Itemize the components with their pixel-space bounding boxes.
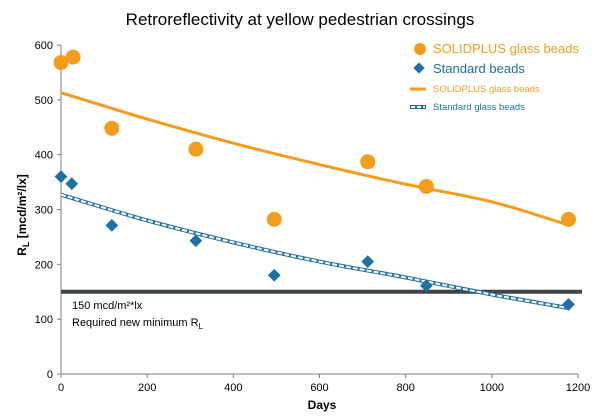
reference-line-label-2: Required new minimum RL: [72, 317, 204, 331]
x-axis-title: Days: [308, 398, 337, 412]
legend-label-solidplus-trend: SOLIDPLUS glass beads: [433, 84, 540, 95]
x-tick-label: 800: [396, 382, 414, 394]
reference-line-label-2-subscript: L: [199, 322, 204, 331]
solidplus-point: [104, 120, 120, 136]
legend: SOLIDPLUS glass beads Standard beads SOL…: [410, 41, 579, 113]
y-axis-title-subscript: L: [21, 241, 31, 247]
x-tick-label: 0: [58, 382, 64, 394]
x-tick-label: 200: [138, 382, 156, 394]
standard-point: [189, 234, 203, 248]
trendlines: [60, 91, 570, 311]
y-axis-title-main: R: [15, 247, 29, 256]
y-tick-label: 0: [47, 369, 53, 381]
legend-label-standard-trend: Standard glass beads: [433, 102, 525, 113]
y-tick-label: 200: [35, 259, 53, 271]
standard-point: [419, 279, 433, 293]
trendline-solidplus: [60, 91, 570, 227]
solidplus-point: [188, 141, 204, 157]
standard-point: [361, 255, 375, 268]
legend-label-solidplus: SOLIDPLUS glass beads: [433, 41, 579, 56]
solidplus-point: [53, 55, 69, 71]
x-tick-label: 1200: [566, 382, 590, 394]
trendline-standard-inner: [60, 193, 570, 310]
reference-line-label-1: 150 mcd/m²*lx: [72, 300, 143, 312]
y-tick-label: 500: [35, 95, 53, 107]
solidplus-point: [266, 211, 282, 227]
y-axis-title-rest: [mcd/m²/lx]: [15, 174, 29, 241]
y-axis-title: RL [mcd/m²/lx]: [15, 174, 31, 256]
legend-label-standard: Standard beads: [433, 61, 525, 76]
legend-marker-standard: [413, 62, 425, 74]
standard-point: [54, 170, 68, 183]
reference-line-label-2-main: Required new minimum R: [72, 317, 199, 329]
solidplus-point: [360, 154, 376, 170]
solidplus-point: [561, 211, 577, 227]
x-tick-label: 1000: [480, 382, 504, 394]
chart-title: Retroreflectivity at yellow pedestrian c…: [126, 10, 475, 29]
axes: 0 200 400 600 800 1000 1200 0 100 200 300 400 500 600: [35, 40, 591, 394]
x-tick-label: 400: [224, 382, 242, 394]
standard-point: [65, 177, 79, 191]
solidplus-point: [418, 178, 434, 194]
y-tick-label: 400: [35, 150, 53, 162]
standard-point: [267, 268, 281, 282]
standard-point: [105, 219, 119, 232]
solidplus-point: [65, 49, 81, 65]
y-tick-label: 100: [35, 314, 53, 326]
data-points: [53, 49, 577, 311]
legend-marker-solidplus: [414, 43, 426, 55]
y-tick-label: 600: [35, 40, 53, 52]
y-tick-label: 300: [35, 205, 53, 217]
x-tick-label: 600: [310, 382, 328, 394]
